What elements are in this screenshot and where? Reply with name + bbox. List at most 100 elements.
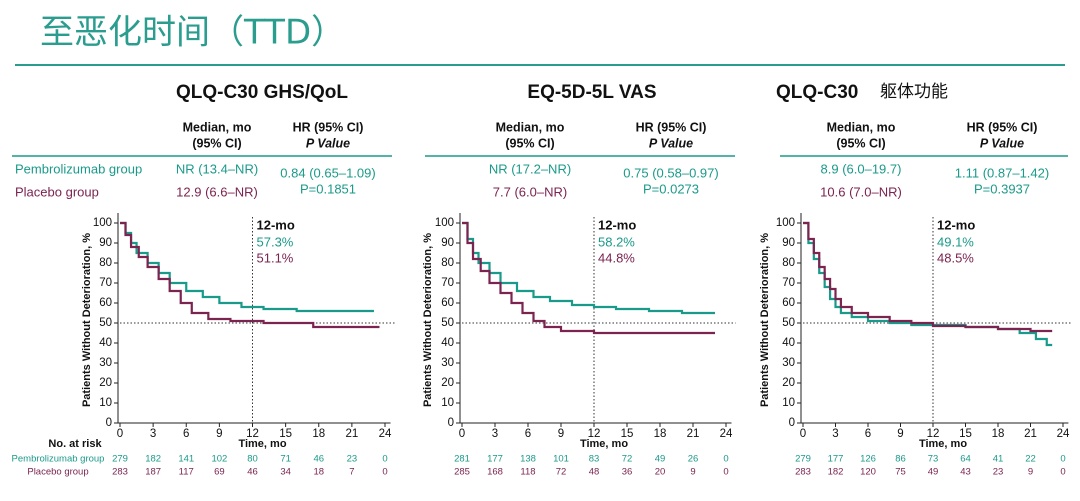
at-risk: 0 [1060,454,1065,465]
at-risk: 126 [860,454,876,465]
x-tick-label: 24 [720,428,733,440]
km-curve [803,221,1053,333]
at-risk: 86 [895,454,906,465]
at-risk: 34 [280,467,291,478]
annotation-title: 12-mo [937,217,975,232]
x-tick-label: 3 [832,428,838,440]
x-tick-label: 0 [459,428,465,440]
y-axis-label: Patients Without Deterioration, % [81,233,93,407]
at-risk: 187 [145,467,161,478]
column-header: P Value [649,136,693,150]
at-risk: 0 [723,467,728,478]
at-risk: 0 [723,454,728,465]
x-tick-label: 6 [865,428,871,440]
median: 8.9 (6.0–19.7) [821,161,902,176]
at-risk: 279 [795,454,811,465]
y-tick-label: 10 [441,397,454,409]
at-risk: 23 [347,454,358,465]
at-risk: 72 [622,454,633,465]
at-risk: 102 [211,454,227,465]
y-tick-label: 40 [782,337,795,349]
median: NR (13.4–NR) [176,161,258,176]
y-tick-label: 100 [93,217,112,229]
y-tick-label: 20 [441,377,454,389]
y-tick-label: 0 [789,417,795,429]
p-value: P=0.0273 [643,181,699,196]
median: 12.9 (6.6–NR) [176,184,258,199]
group-label: Placebo group [15,184,99,199]
at-risk: 285 [454,467,470,478]
at-risk: 177 [487,454,503,465]
y-tick-label: 40 [441,337,454,349]
x-axis-label: Time, mo [580,438,628,450]
km-curve [120,221,380,329]
risk-title: No. at risk [48,438,102,450]
y-tick-label: 50 [99,317,112,329]
x-tick-label: 15 [279,428,292,440]
x-tick-label: 24 [379,428,392,440]
column-header: HR (95% CI) [293,120,364,134]
x-tick-label: 12 [246,428,259,440]
x-tick-label: 15 [621,428,634,440]
at-risk: 69 [214,467,225,478]
at-risk: 120 [860,467,876,478]
at-risk: 22 [1025,454,1036,465]
y-tick-label: 100 [435,217,454,229]
km-curve [803,221,1053,347]
column-header: HR (95% CI) [636,120,707,134]
column-header: Median, mo [496,120,565,134]
column-header: Median, mo [183,120,252,134]
at-risk: 281 [454,454,470,465]
y-tick-label: 30 [782,357,795,369]
group-label: Pembrolizumab group [15,161,142,176]
risk-label: Pembrolizumab group [12,454,105,465]
x-tick-label: 21 [1024,428,1037,440]
hazard-ratio: 1.11 (0.87–1.42) [955,165,1049,180]
at-risk: 46 [247,467,258,478]
column-header: (95% CI) [192,136,241,150]
x-tick-label: 21 [687,428,700,440]
y-tick-label: 100 [776,217,795,229]
x-tick-label: 18 [312,428,325,440]
x-axis-label: Time, mo [238,438,286,450]
y-tick-label: 60 [441,297,454,309]
at-risk: 18 [313,467,324,478]
at-risk: 72 [556,467,567,478]
median: 7.7 (6.0–NR) [493,184,567,199]
x-tick-label: 6 [183,428,189,440]
at-risk: 168 [487,467,503,478]
at-risk: 283 [112,467,128,478]
at-risk: 64 [960,454,971,465]
x-tick-label: 24 [1057,428,1070,440]
at-risk: 48 [589,467,600,478]
panel-title: QLQ-C30 GHS/QoL [176,82,348,103]
risk-label: Placebo group [27,467,88,478]
y-tick-label: 30 [99,357,112,369]
at-risk: 182 [828,467,844,478]
y-tick-label: 0 [448,417,454,429]
at-risk: 80 [247,454,258,465]
column-header: P Value [306,136,350,150]
y-tick-label: 90 [99,237,112,249]
y-tick-label: 70 [99,277,112,289]
x-tick-label: 18 [992,428,1005,440]
at-risk: 279 [112,454,128,465]
y-tick-label: 30 [441,357,454,369]
y-tick-label: 20 [782,377,795,389]
annotation: 44.8% [598,250,635,265]
annotation: 57.3% [257,234,294,249]
x-axis-label: Time, mo [919,438,967,450]
at-risk: 138 [520,454,536,465]
column-header: HR (95% CI) [967,120,1038,134]
panel-title-note: 躯体功能 [880,82,948,102]
at-risk: 41 [993,454,1004,465]
y-tick-label: 70 [782,277,795,289]
at-risk: 49 [655,454,666,465]
annotation: 48.5% [937,250,974,265]
at-risk: 23 [993,467,1004,478]
km-curve [462,221,715,335]
at-risk: 46 [313,454,324,465]
x-tick-label: 12 [588,428,601,440]
y-tick-label: 90 [782,237,795,249]
